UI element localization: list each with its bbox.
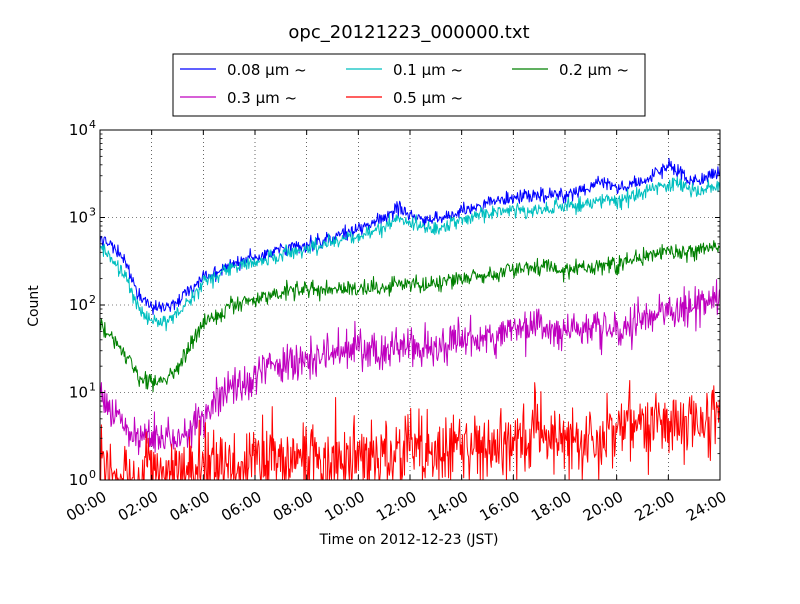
legend-label: 0.2 μm ~ (559, 61, 629, 79)
y-tick-exponent: 1 (89, 381, 96, 394)
legend-label: 0.3 μm ~ (227, 89, 297, 107)
series-line (100, 240, 720, 393)
series-line (100, 157, 720, 315)
y-tick-label: 10 (69, 121, 88, 139)
legend-box (172, 53, 646, 117)
x-axis-label: Time on 2012-12-23 (JST) (319, 532, 499, 548)
plot-area: 00:00 02:00 04:00 06:00 08:00 10:00 12:00 14:00… (63, 118, 729, 525)
legend: 0.08 μm ~ 0.1 μm ~ 0.2 μm ~ 0.3 μm ~ 0.5 μm … (172, 53, 646, 117)
chart-title: opc_20121223_000000.txt (288, 22, 529, 43)
y-tick-label: 10 (69, 471, 88, 489)
series-line (100, 176, 720, 332)
y-tick-label: 10 (69, 209, 88, 227)
legend-label: 0.08 μm ~ (227, 61, 307, 79)
y-tick-exponent: 3 (89, 206, 96, 219)
y-tick-exponent: 2 (89, 293, 96, 306)
legend-label: 0.1 μm ~ (393, 61, 463, 79)
series-line (100, 279, 720, 456)
y-axis-label: Count (26, 285, 42, 327)
y-tick-label: 10 (69, 296, 88, 314)
series-line (100, 379, 720, 480)
legend-label: 0.5 μm ~ (393, 89, 463, 107)
series-lines (100, 157, 720, 480)
y-tick-label: 10 (69, 384, 88, 402)
y-tick-exponent: 4 (89, 118, 96, 131)
y-tick-exponent: 0 (89, 468, 96, 481)
